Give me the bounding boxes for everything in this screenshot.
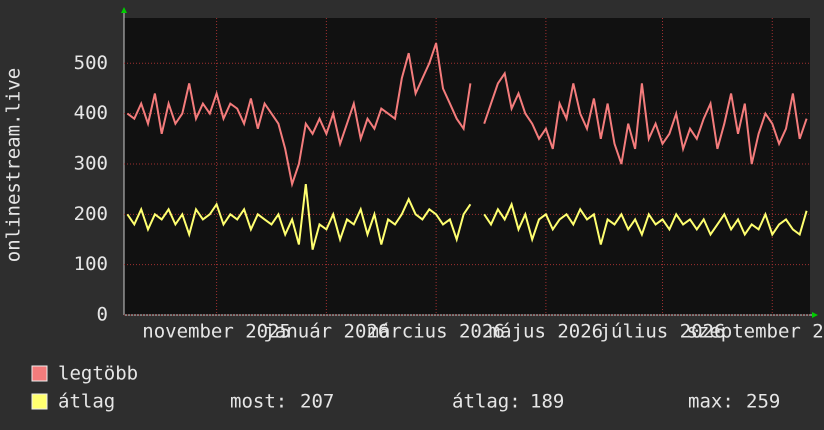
x-tick-label: július 2026 bbox=[600, 321, 726, 343]
stat-value: 259 bbox=[746, 391, 780, 413]
series-line bbox=[126, 183, 808, 250]
series-line bbox=[126, 42, 808, 188]
x-tick-label: szeptember 2026 bbox=[686, 321, 824, 343]
y-tick-label: 500 bbox=[74, 52, 108, 74]
axis-arrow bbox=[812, 312, 818, 318]
stat-label: átlag: bbox=[452, 391, 521, 413]
legend-swatch bbox=[31, 393, 48, 410]
stat-label: most: bbox=[230, 391, 287, 413]
x-tick-label: május 2026 bbox=[489, 321, 603, 343]
y-tick-label: 400 bbox=[74, 102, 108, 124]
stat-value: 189 bbox=[530, 391, 564, 413]
y-tick-label: 200 bbox=[74, 203, 108, 225]
x-tick-label: november 2025 bbox=[142, 321, 291, 343]
stat-label: max: bbox=[688, 391, 734, 413]
y-tick-label: 300 bbox=[74, 152, 108, 174]
stat-value: 207 bbox=[300, 391, 334, 413]
y-tick-label: 100 bbox=[74, 253, 108, 275]
x-tick-label: január 2026 bbox=[263, 321, 389, 343]
y-axis-label: onlinestream.live bbox=[3, 68, 25, 262]
legend-swatch bbox=[31, 365, 48, 382]
x-tick-label: március 2026 bbox=[367, 321, 504, 343]
y-tick-label: 0 bbox=[97, 304, 108, 326]
legend-label: átlag bbox=[58, 391, 115, 413]
axis-arrow bbox=[121, 7, 127, 13]
legend-label: legtöbb bbox=[58, 363, 138, 385]
plot-area bbox=[124, 18, 810, 315]
